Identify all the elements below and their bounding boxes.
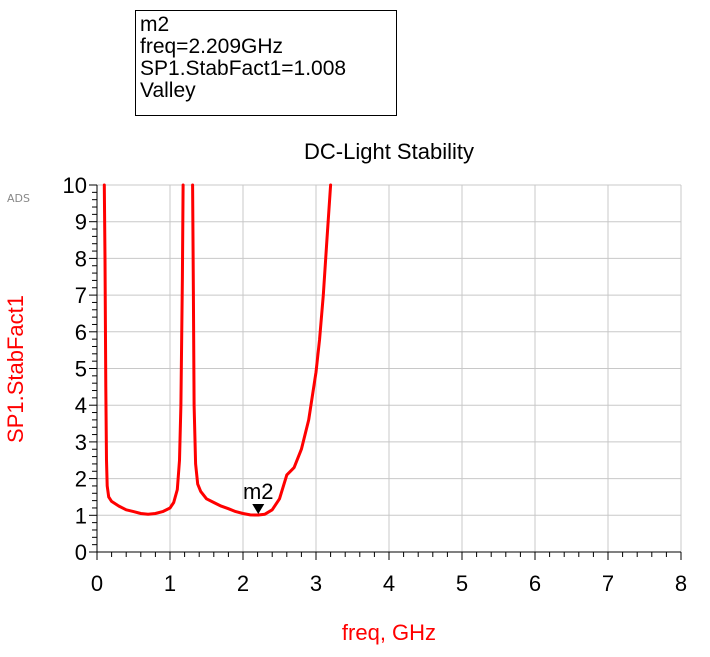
y-tick-label-9: 9 [75,210,87,235]
y-tick-label-0: 0 [75,540,87,565]
marker-name: m2 [140,13,170,36]
x-axis-label: freq, GHz [342,620,436,645]
y-tick-label-2: 2 [75,467,87,492]
x-tick-label-1: 1 [164,571,176,596]
marker-type: Valley [140,79,196,102]
x-tick-label-4: 4 [383,571,395,596]
chart-title: DC-Light Stability [304,139,474,164]
ads-tag: ADS [7,192,30,205]
stabfact-series-0 [102,183,185,516]
x-tick-label-6: 6 [529,571,541,596]
marker-readout-box[interactable]: m2 freq=2.209GHz SP1.StabFact1=1.008 Val… [135,10,397,116]
y-tick-label-3: 3 [75,430,87,455]
stabfact-series-1 [191,183,333,517]
marker-freq: freq=2.209GHz [140,35,284,58]
x-tick-label-7: 7 [602,571,614,596]
axis-layer: 0 1 2 3 4 5 6 7 8 9 10 0 1 2 3 4 5 6 7 8 [63,173,688,596]
x-tick-label-5: 5 [456,571,468,596]
y-tick-label-10: 10 [63,173,87,198]
grid-layer [97,184,682,552]
y-tick-label-8: 8 [75,246,87,271]
x-tick-label-0: 0 [91,571,103,596]
y-tick-label-5: 5 [75,357,87,382]
marker-m2-triangle [252,504,265,515]
x-tick-label-8: 8 [675,571,687,596]
x-tick-label-2: 2 [237,571,249,596]
y-tick-label-4: 4 [75,393,87,418]
marker-m2-label: m2 [243,479,274,504]
trace-layer [102,183,333,517]
marker-layer[interactable]: m2 [243,479,274,515]
y-axis-label: SP1.StabFact1 [3,295,28,443]
y-tick-label-1: 1 [75,503,87,528]
y-tick-label-7: 7 [75,283,87,308]
x-tick-label-3: 3 [310,571,322,596]
y-tick-label-6: 6 [75,320,87,345]
marker-value: SP1.StabFact1=1.008 [140,57,347,80]
